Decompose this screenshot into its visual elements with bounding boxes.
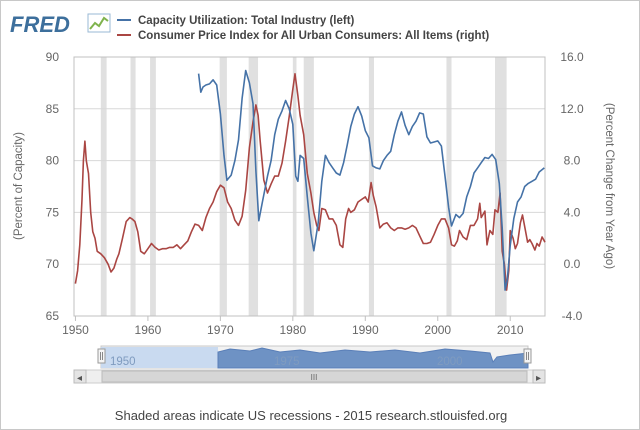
scroll-right-button[interactable] (532, 369, 546, 384)
scroll-thumb-grip: III (311, 373, 318, 382)
left-tick-label: 65 (46, 309, 60, 323)
right-tick-label: 8.0 (564, 154, 581, 168)
left-axis-ticks: 90 85 80 75 70 65 (46, 50, 60, 323)
recession-band-8 (446, 57, 452, 316)
left-tick-label: 75 (46, 205, 60, 219)
x-tick-label: 1950 (62, 323, 89, 337)
right-axis-title: (Percent Change from Year Ago) (603, 103, 615, 269)
left-tick-label: 85 (46, 102, 60, 116)
left-tick-label: 80 (46, 154, 60, 168)
navigator-label-2000: 2000 (437, 356, 463, 368)
navigator-left-handle[interactable] (97, 348, 106, 364)
scrollbar[interactable]: ◂ ▸ III (73, 369, 546, 384)
recession-band-0 (100, 57, 107, 316)
x-tick-label: 1990 (352, 323, 379, 337)
right-tick-label: 12.0 (560, 102, 584, 116)
right-tick-label: 16.0 (560, 50, 584, 64)
scroll-left-button[interactable] (73, 369, 87, 384)
navigator-label-1950: 1950 (110, 356, 136, 368)
right-tick-label: 0.0 (564, 257, 581, 271)
legend-label-capacity: Capacity Utilization: Total Industry (le… (138, 15, 355, 27)
range-navigator[interactable]: 1950 1975 2000 (97, 345, 532, 369)
navigator-label-1975: 1975 (274, 356, 300, 368)
plot-border (73, 56, 546, 317)
legend-label-cpi: Consumer Price Index for All Urban Consu… (138, 30, 489, 42)
legend: Capacity Utilization: Total Industry (le… (117, 15, 489, 42)
left-tick-label: 70 (46, 257, 60, 271)
recession-band-4 (248, 57, 259, 316)
fred-logo[interactable]: FRED (10, 12, 111, 37)
x-tick-label: 1980 (279, 323, 306, 337)
x-axis-ticks: 1950 1960 1970 1980 1990 2000 2010 (62, 316, 524, 337)
recession-band-9 (495, 57, 507, 316)
footer-note[interactable]: Shaded areas indicate US recessions - 20… (115, 408, 507, 423)
series-line-cpi (74, 73, 546, 291)
right-tick-label: 4.0 (564, 205, 581, 219)
navigator-right-handle[interactable] (523, 348, 532, 364)
recession-band-1 (130, 57, 136, 316)
x-tick-label: 1970 (207, 323, 234, 337)
x-tick-label: 1960 (135, 323, 162, 337)
x-tick-label: 2000 (424, 323, 451, 337)
logo-graph-icon (87, 13, 111, 33)
series-line-capacity-utilization (197, 69, 545, 291)
scroll-thumb[interactable] (101, 370, 528, 383)
recession-band-5 (292, 57, 297, 316)
recession-band-6 (303, 57, 314, 316)
navigator-series-area (217, 347, 529, 369)
series-lines (74, 69, 546, 291)
right-axis-ticks: 16.0 12.0 8.0 4.0 0.0 -4.0 (560, 50, 584, 323)
scroll-left-arrow-icon: ◂ (77, 373, 82, 384)
logo-text: FRED (10, 12, 70, 37)
x-tick-label: 2010 (497, 323, 524, 337)
left-tick-label: 90 (46, 50, 60, 64)
right-tick-label: -4.0 (562, 309, 583, 323)
navigator-unselected-range (101, 347, 218, 368)
scroll-right-arrow-icon: ▸ (536, 373, 541, 384)
recession-band-2 (150, 57, 156, 316)
left-axis-title: (Percent of Capacity) (13, 132, 25, 240)
